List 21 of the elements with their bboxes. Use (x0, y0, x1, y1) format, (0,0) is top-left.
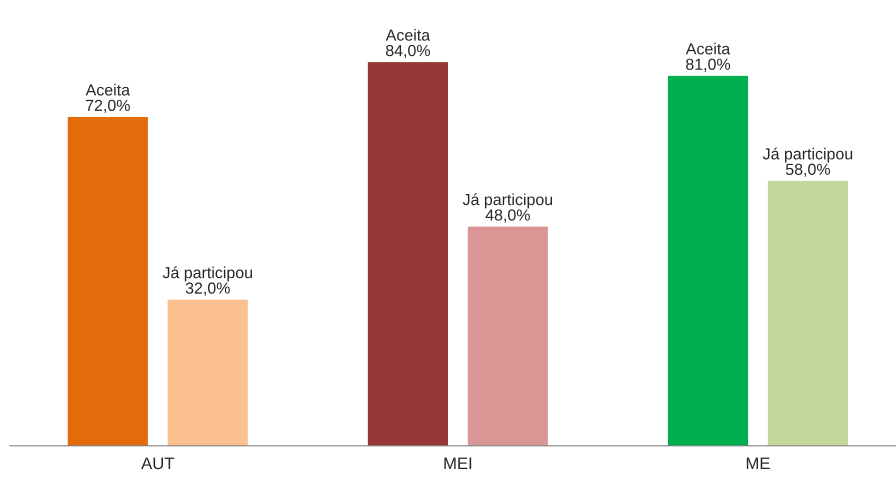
data-label: 72,0% (86, 100, 130, 113)
data-label: 84,0% (386, 44, 430, 58)
x-tick-label: AUT (141, 458, 174, 470)
bar (768, 180, 848, 446)
text: Já participou (162, 266, 252, 282)
data-label: 58,0% (786, 164, 830, 177)
data-label: 48,0% (486, 209, 530, 223)
bar (368, 62, 448, 446)
bar (468, 226, 548, 446)
bar (168, 300, 248, 446)
x-tick-label: MEI (444, 458, 472, 470)
series-label: Já participou (462, 193, 552, 208)
text: Já participou (762, 148, 852, 163)
bar (668, 76, 748, 446)
series-label: Aceita (686, 42, 730, 54)
x-tick-label: ME (746, 458, 770, 470)
text: Aceita (386, 29, 430, 41)
text: Aceita (86, 84, 130, 96)
bar (68, 116, 148, 446)
data-label: 81,0% (686, 58, 730, 72)
data-label: 32,0% (186, 282, 230, 296)
